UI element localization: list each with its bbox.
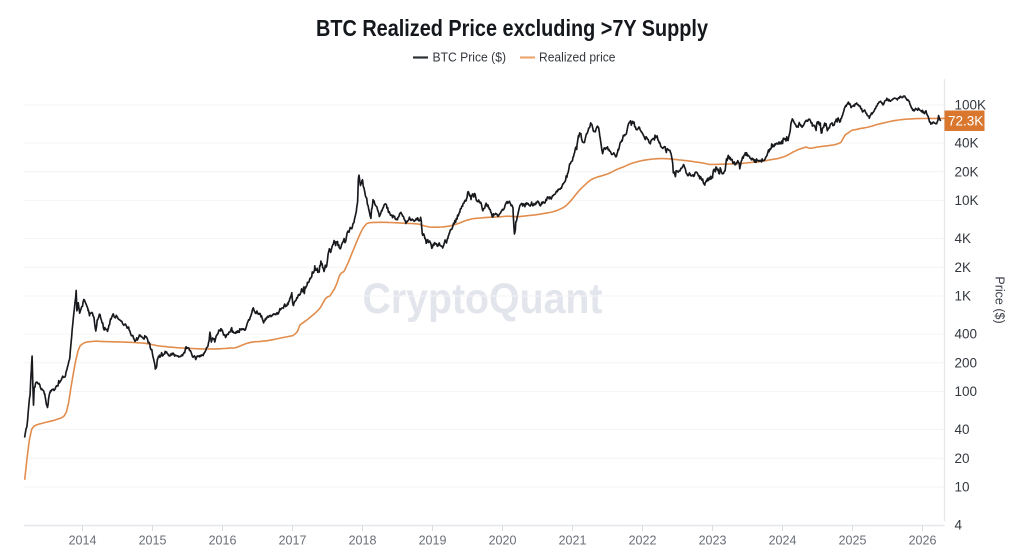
- svg-text:100: 100: [955, 384, 978, 399]
- svg-text:BTC Price ($): BTC Price ($): [433, 50, 507, 65]
- svg-text:40: 40: [955, 422, 970, 437]
- svg-text:2K: 2K: [955, 260, 972, 275]
- svg-text:4K: 4K: [955, 231, 972, 246]
- svg-text:10K: 10K: [955, 193, 979, 208]
- svg-text:2014: 2014: [69, 534, 97, 548]
- svg-text:Realized price: Realized price: [539, 50, 616, 65]
- svg-text:4: 4: [955, 518, 963, 533]
- svg-text:2021: 2021: [559, 534, 587, 548]
- svg-text:2023: 2023: [699, 534, 727, 548]
- svg-text:2020: 2020: [489, 534, 517, 548]
- svg-text:2022: 2022: [629, 534, 657, 548]
- svg-text:10: 10: [955, 480, 970, 495]
- svg-text:100K: 100K: [955, 98, 987, 113]
- svg-text:2018: 2018: [349, 534, 377, 548]
- svg-text:72.3K: 72.3K: [948, 114, 983, 129]
- svg-text:2025: 2025: [839, 534, 867, 548]
- svg-text:2019: 2019: [419, 534, 447, 548]
- svg-text:Price ($): Price ($): [993, 276, 1007, 323]
- svg-text:2024: 2024: [769, 534, 797, 548]
- svg-text:2015: 2015: [139, 534, 167, 548]
- svg-text:2016: 2016: [209, 534, 237, 548]
- svg-text:2017: 2017: [279, 534, 307, 548]
- svg-text:40K: 40K: [955, 136, 979, 151]
- svg-text:1K: 1K: [955, 289, 972, 304]
- svg-text:20K: 20K: [955, 164, 979, 179]
- svg-text:2026: 2026: [909, 534, 937, 548]
- svg-text:200: 200: [955, 355, 978, 370]
- svg-text:400: 400: [955, 327, 978, 342]
- svg-text:CryptoQuant: CryptoQuant: [363, 275, 603, 323]
- svg-text:20: 20: [955, 451, 970, 466]
- svg-text:BTC Realized Price excluding >: BTC Realized Price excluding >7Y Supply: [316, 15, 708, 41]
